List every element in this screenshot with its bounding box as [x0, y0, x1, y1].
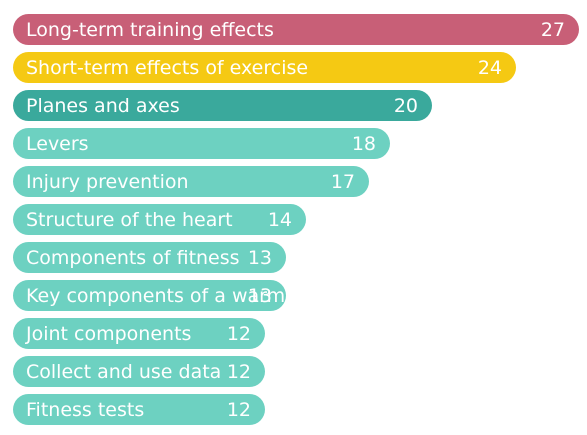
- bar-label: Joint components: [25, 323, 191, 345]
- bar-value: 20: [394, 95, 418, 117]
- bar-label: Components of fitness: [26, 247, 240, 269]
- bar-value: 18: [352, 133, 376, 155]
- bar: [13, 90, 432, 121]
- bar: [13, 356, 265, 387]
- bar-label: Injury prevention: [26, 171, 189, 193]
- bar-value: 27: [541, 19, 565, 41]
- bar-label: Long-term training effects: [26, 19, 274, 41]
- bar: [13, 204, 306, 235]
- bar: [13, 166, 369, 197]
- bar: [13, 242, 286, 273]
- bars-group: Long-term training effects 27 Short-term e…: [13, 14, 579, 425]
- bar-value: 13: [248, 247, 272, 269]
- bar-label: Planes and axes: [26, 95, 180, 117]
- bar-value: 12: [227, 399, 251, 421]
- bar: [13, 394, 265, 425]
- bar-value: 13: [248, 285, 272, 307]
- bar: [13, 280, 286, 311]
- bar-value: 12: [227, 361, 251, 383]
- bar-label: Structure of the heart: [26, 209, 233, 231]
- bar: [13, 128, 390, 159]
- bar: [13, 14, 579, 45]
- bar-label: Short-term effects of exercise: [26, 57, 308, 79]
- bar: [13, 52, 516, 83]
- bar-label: Key components of a warm-up: [26, 285, 316, 307]
- bar-label: Collect and use data: [26, 361, 221, 383]
- bar: [13, 318, 265, 349]
- bar-label: Levers: [26, 133, 89, 155]
- bar-label: Fitness tests: [26, 399, 144, 421]
- bar-value: 17: [331, 171, 355, 193]
- bar-value: 14: [268, 209, 292, 231]
- bar-value: 24: [478, 57, 502, 79]
- bar-value: 12: [227, 323, 251, 345]
